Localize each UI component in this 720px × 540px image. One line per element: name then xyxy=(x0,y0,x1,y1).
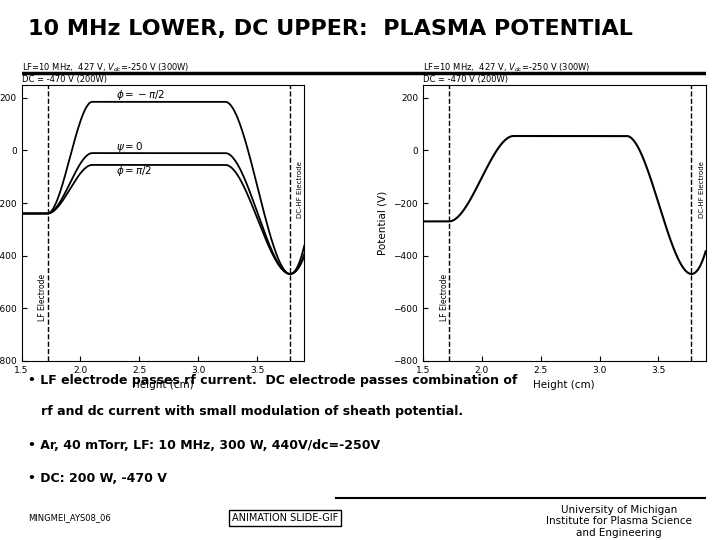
Text: $\phi= -\pi/2$: $\phi= -\pi/2$ xyxy=(116,88,165,102)
Text: LF Electrode: LF Electrode xyxy=(440,274,449,321)
Text: $\phi= \pi/2$: $\phi= \pi/2$ xyxy=(116,164,153,178)
Text: • Ar, 40 mTorr, LF: 10 MHz, 300 W, 440V/dc=-250V: • Ar, 40 mTorr, LF: 10 MHz, 300 W, 440V/… xyxy=(29,438,381,451)
Text: $\psi= 0$: $\psi= 0$ xyxy=(116,140,143,154)
Text: DC-HF Electrode: DC-HF Electrode xyxy=(297,161,303,218)
X-axis label: Height (cm): Height (cm) xyxy=(534,380,595,390)
Y-axis label: Potential (V): Potential (V) xyxy=(378,191,388,255)
Text: University of Michigan
Institute for Plasma Science
and Engineering: University of Michigan Institute for Pla… xyxy=(546,505,692,538)
Text: 10 MHz LOWER, DC UPPER:  PLASMA POTENTIAL: 10 MHz LOWER, DC UPPER: PLASMA POTENTIAL xyxy=(29,19,634,39)
Text: LF=10 MHz,  427 V, $V_{dc}$=-250 V (300W)
DC = -470 V (200W): LF=10 MHz, 427 V, $V_{dc}$=-250 V (300W)… xyxy=(22,61,189,84)
Text: LF Electrode: LF Electrode xyxy=(38,274,48,321)
Text: LF=10 MHz,  427 V, $V_{dc}$=-250 V (300W)
DC = -470 V (200W): LF=10 MHz, 427 V, $V_{dc}$=-250 V (300W)… xyxy=(423,61,590,84)
Text: ANIMATION SLIDE-GIF: ANIMATION SLIDE-GIF xyxy=(232,513,338,523)
Text: • LF electrode passes rf current.  DC electrode passes combination of: • LF electrode passes rf current. DC ele… xyxy=(29,374,518,387)
Text: rf and dc current with small modulation of sheath potential.: rf and dc current with small modulation … xyxy=(29,406,464,419)
X-axis label: Height (cm): Height (cm) xyxy=(132,380,194,390)
Text: MINGMEI_AYS08_06: MINGMEI_AYS08_06 xyxy=(29,514,111,523)
Text: DC-HF Electrode: DC-HF Electrode xyxy=(698,161,705,218)
Text: • DC: 200 W, -470 V: • DC: 200 W, -470 V xyxy=(29,471,167,485)
